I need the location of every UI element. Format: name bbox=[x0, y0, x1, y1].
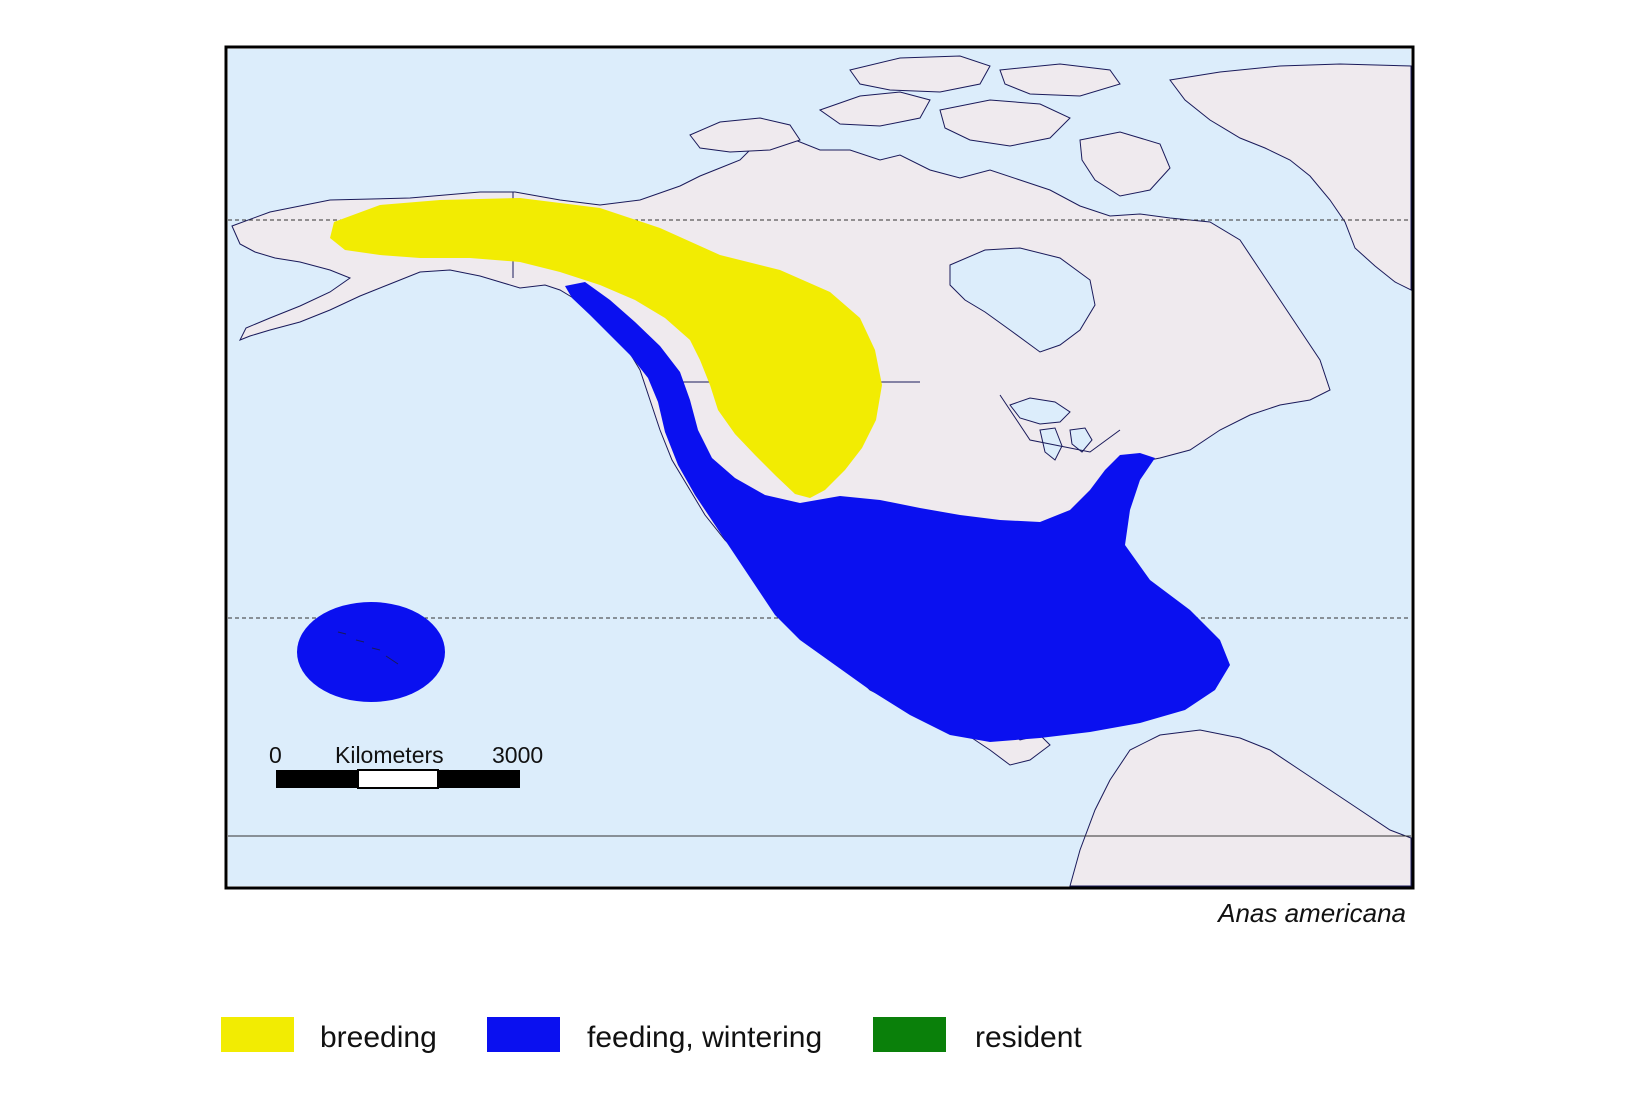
south-america-land bbox=[1069, 729, 1412, 887]
scale-bar-segment-1 bbox=[276, 770, 358, 788]
greenland-land bbox=[1169, 63, 1412, 291]
legend-label-resident: resident bbox=[975, 1021, 1082, 1054]
scale-end-label: 3000 bbox=[492, 742, 544, 768]
map-frame bbox=[224, 45, 1415, 890]
scale-bar-segment-2 bbox=[357, 769, 439, 789]
hawaii-islands bbox=[337, 631, 399, 665]
scale-start-label: 0 bbox=[269, 742, 282, 768]
legend-label-breeding: breeding bbox=[320, 1021, 437, 1054]
feeding-wintering-range bbox=[565, 282, 1230, 742]
hawaii-wintering-range bbox=[297, 602, 445, 702]
legend-label-feeding-wintering: feeding, wintering bbox=[587, 1021, 823, 1054]
legend-swatch-breeding bbox=[221, 1017, 294, 1052]
species-name: Anas americana bbox=[1218, 898, 1406, 928]
scale-bar bbox=[276, 769, 520, 789]
great-lakes-water bbox=[1009, 397, 1093, 461]
scale-bar-segment-3 bbox=[438, 770, 520, 788]
hudson-bay-water bbox=[949, 247, 1096, 353]
breeding-range bbox=[330, 198, 882, 498]
arctic-islands-land bbox=[689, 55, 1171, 197]
legend-swatch-resident bbox=[873, 1017, 946, 1052]
legend-swatch-feeding-wintering bbox=[487, 1017, 560, 1052]
scale-unit-label: Kilometers bbox=[335, 742, 444, 768]
